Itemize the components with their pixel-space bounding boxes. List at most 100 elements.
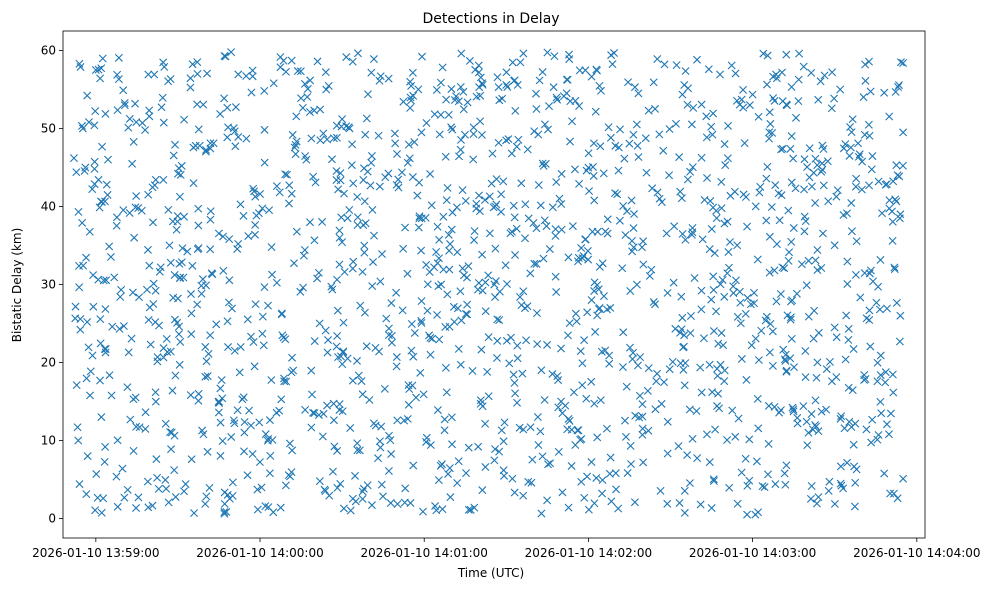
detection-point [623,207,631,216]
detection-point [587,458,596,467]
detection-point [461,309,470,318]
detection-point [316,105,325,114]
detection-point [403,269,412,278]
detection-point [201,499,210,508]
detection-point [743,222,752,231]
detection-point [443,290,452,299]
detection-point [434,476,443,485]
detection-point [583,308,592,317]
detection-point [644,426,653,435]
detection-point [151,388,160,397]
detection-point [784,206,793,215]
detection-point [696,500,705,509]
detection-point [177,161,186,170]
detection-point [872,298,881,307]
detection-point [168,386,177,395]
detection-point [683,175,692,184]
detection-point [129,137,138,146]
detection-point [591,107,600,116]
detection-point [236,343,245,351]
detection-point [741,454,750,463]
detection-point [781,350,790,359]
detection-point [426,441,435,450]
detection-point [765,134,774,143]
detection-point [292,137,301,146]
detection-point [162,484,171,493]
detection-point [477,130,486,139]
detection-point [193,300,202,309]
detection-point [804,428,813,437]
detection-point [665,365,674,374]
detection-point [803,441,812,450]
detection-point [201,372,210,381]
detection-point [119,206,128,215]
detection-point [537,509,546,518]
detection-point [342,53,351,62]
detection-point [478,80,487,89]
detection-point [578,381,587,390]
detection-point [737,468,746,477]
detection-point [321,326,330,335]
detection-point [112,213,121,222]
detection-point [708,130,717,139]
detection-point [628,355,637,364]
detection-point [593,311,602,320]
detection-point [471,65,480,74]
detection-point [398,306,407,315]
detection-point [150,70,159,79]
detection-point [303,92,312,101]
detection-point [249,338,258,346]
detection-point [642,168,651,177]
detection-point [791,113,800,122]
detection-point [187,455,196,464]
detection-point [327,155,336,164]
detection-point [102,276,111,285]
detection-point [476,396,485,405]
detection-point [745,101,754,110]
detection-point [234,239,243,248]
detection-point [745,476,754,485]
detection-point [129,446,138,455]
detection-point [336,352,345,361]
detection-point [384,467,393,475]
detection-point [335,233,344,242]
detection-point [456,145,465,154]
detection-point [495,316,504,325]
detection-point [442,95,451,104]
detection-point [464,443,473,452]
detection-point [574,257,583,266]
detection-point [621,231,630,240]
detection-point [551,272,560,281]
detection-point [164,205,173,214]
detection-point [285,439,294,448]
detection-point [765,232,774,241]
detection-point [287,189,296,198]
detection-point [589,171,598,180]
detection-point [72,168,81,177]
detection-point [526,269,535,278]
detection-point [195,141,204,150]
detection-point [202,357,211,366]
detection-point [101,109,110,118]
detection-point [229,416,238,425]
detection-point [235,368,244,377]
detection-point [422,433,431,442]
detection-point [741,309,750,318]
detection-point [300,79,309,88]
detection-point [593,281,602,290]
detection-point [851,419,860,428]
detection-point [549,83,558,92]
detection-point [148,183,157,192]
y-tick-label: 0 [48,512,56,526]
detection-point [724,263,733,272]
detection-point [413,191,422,200]
detection-point [265,416,274,425]
detection-point [552,93,561,102]
detection-point [227,48,236,57]
detection-point [842,311,851,320]
detection-point [844,383,853,392]
detection-point [144,70,153,79]
detection-point [567,461,576,470]
detection-point [807,68,816,77]
detection-point [175,259,184,268]
